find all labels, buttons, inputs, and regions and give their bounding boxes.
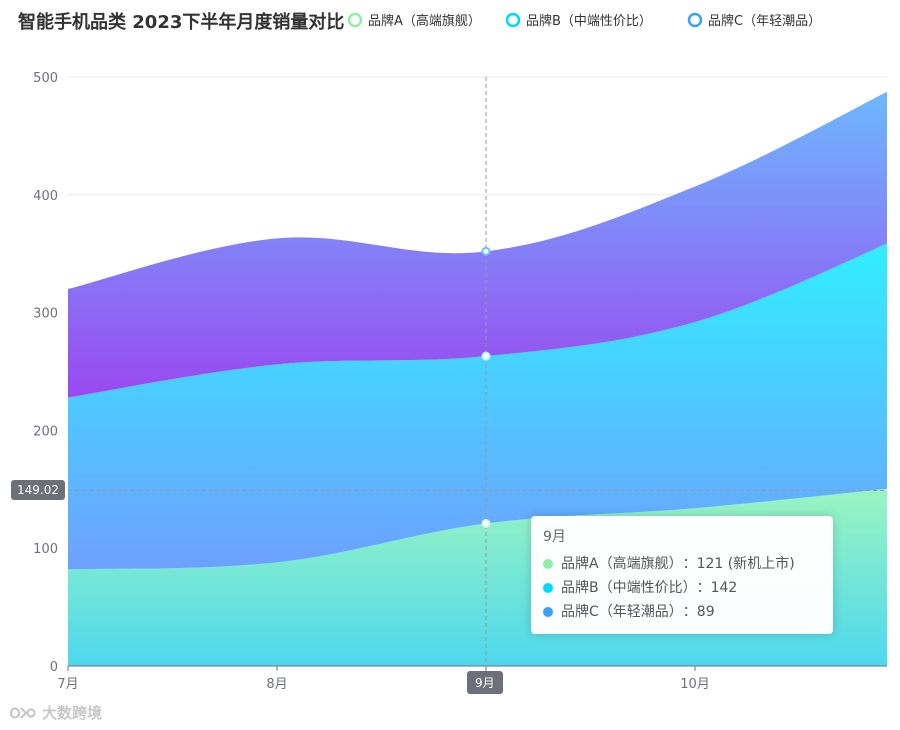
series-color-dot — [543, 607, 553, 617]
hover-marker-1 — [481, 351, 491, 361]
tooltip-series-label: 品牌A（高端旗舰） — [561, 556, 683, 572]
tooltip-title: 9月 — [543, 529, 566, 545]
tooltip-separator: ： — [696, 580, 711, 596]
tooltip-series-label: 品牌B（中端性价比） — [561, 580, 697, 596]
tooltip: 9月 品牌A（高端旗舰） ： 121 (新机上市) 品牌B（中端性价比） ： 1… — [531, 516, 833, 634]
x-tick-label: 10月 — [680, 677, 710, 692]
series-color-dot — [543, 583, 553, 593]
hover-marker-0 — [481, 518, 491, 528]
hover-markers — [481, 246, 491, 528]
tooltip-series-label: 品牌C（年轻潮品） — [561, 604, 683, 620]
tooltip-series-value: 142 — [710, 580, 738, 596]
x-tick-label: 7月 — [57, 677, 78, 692]
series-area-1[interactable] — [68, 236, 900, 570]
tooltip-row-brand-b: 品牌B（中端性价比） ： 142 — [543, 576, 821, 600]
legend-marker-icon — [687, 12, 703, 28]
x-tick-label: 8月 — [266, 677, 287, 692]
legend-item-2[interactable]: 品牌C（年轻潮品） — [687, 12, 821, 29]
tooltip-separator: ： — [682, 604, 697, 620]
tooltip-series-value: 89 — [696, 604, 715, 620]
tooltip-row-brand-a: 品牌A（高端旗舰） ： 121 (新机上市) — [543, 552, 821, 576]
legend-label: 品牌A（高端旗舰） — [368, 13, 481, 29]
watermark: 大数跨境 — [8, 702, 102, 723]
legend-item-0[interactable]: 品牌A（高端旗舰） — [347, 12, 481, 29]
y-tick-label: 100 — [33, 542, 58, 557]
y-tick-label: 200 — [33, 424, 58, 439]
tooltip-row-brand-c: 品牌C（年轻潮品） ： 89 — [543, 600, 821, 624]
watermark-logo-icon — [9, 706, 36, 719]
legend-item-1[interactable]: 品牌B（中端性价比） — [505, 12, 652, 29]
axes: 0 100 200 300 400 500 7月 8月 10月 — [33, 71, 887, 692]
y-tick-label: 0 — [50, 660, 58, 675]
y-axis-pointer-label: 149.02 — [11, 480, 65, 500]
tooltip-separator: ： — [682, 556, 697, 572]
x-axis-pointer-label: 9月 — [467, 671, 503, 694]
hover-marker-2 — [481, 246, 491, 256]
legend-marker-icon — [505, 12, 521, 28]
chart-title: 智能手机品类 2023下半年月度销量对比 — [18, 11, 344, 33]
series-area-2[interactable] — [68, 83, 900, 398]
series-color-dot — [543, 559, 553, 569]
legend-label: 品牌B（中端性价比） — [526, 13, 652, 29]
y-tick-label: 300 — [33, 307, 58, 322]
tooltip-series-note: (新机上市) — [727, 556, 795, 572]
legend-marker-icon — [347, 12, 363, 28]
y-tick-label: 500 — [33, 71, 58, 86]
legend-label: 品牌C（年轻潮品） — [708, 13, 821, 29]
axis-pointer-lines — [68, 77, 887, 666]
legend[interactable]: 品牌A（高端旗舰） 品牌B（中端性价比） 品牌C（年轻潮品） — [347, 12, 821, 29]
watermark-text: 大数跨境 — [42, 704, 103, 722]
tooltip-series-value: 121 — [696, 556, 724, 572]
y-tick-label: 400 — [33, 189, 58, 204]
